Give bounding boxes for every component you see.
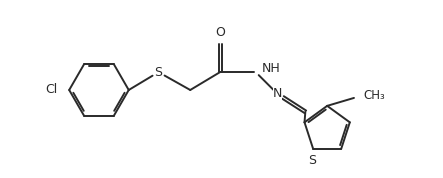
Text: NH: NH — [262, 62, 280, 75]
Text: CH₃: CH₃ — [363, 90, 385, 103]
Text: Cl: Cl — [45, 83, 57, 96]
Text: O: O — [215, 26, 225, 39]
Text: S: S — [155, 66, 163, 79]
Text: N: N — [273, 87, 282, 100]
Text: S: S — [308, 154, 316, 167]
